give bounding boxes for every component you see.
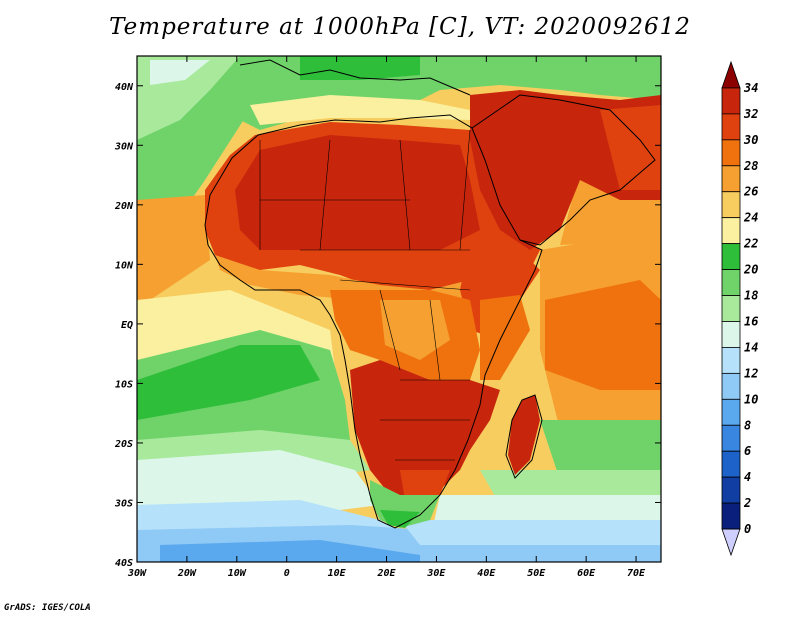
- colorbar-label: 4: [744, 470, 751, 484]
- colorbar-swatch: [721, 424, 741, 452]
- colorbar-swatch: [721, 398, 741, 426]
- grads-credit: GrADS: IGES/COLA: [4, 603, 91, 613]
- colorbar-swatch: [721, 191, 741, 219]
- coastlines: [204, 59, 656, 529]
- colorbar-label: 10: [744, 392, 758, 406]
- colorbar-label: 30: [743, 133, 758, 147]
- colorbar-swatch: [721, 139, 741, 167]
- colorbar-label: 26: [743, 185, 758, 199]
- colorbar-swatch: [721, 60, 741, 89]
- lon-tick-label: 60E: [577, 568, 596, 579]
- lon-tick-label: 20W: [177, 568, 197, 579]
- colorbar-swatch: [721, 217, 741, 245]
- lat-tick-label: 30N: [114, 141, 134, 152]
- colorbar-swatch: [721, 113, 741, 141]
- colorbar-label: 2: [743, 496, 751, 510]
- colorbar-label: 6: [744, 444, 751, 458]
- lon-tick-label: 40E: [477, 568, 496, 579]
- colorbar-swatch: [721, 476, 741, 504]
- colorbar-label: 28: [743, 159, 758, 173]
- lat-tick-label: 40N: [115, 82, 134, 93]
- madagascar-coastline: [505, 394, 543, 479]
- lon-tick-label: 0: [284, 568, 290, 579]
- lon-tick-label: 20E: [376, 568, 396, 579]
- colorbar-swatch: [721, 321, 741, 348]
- colorbar-swatch: [721, 372, 741, 400]
- colorbar-swatch: [721, 165, 741, 193]
- colorbar-label: 16: [744, 314, 758, 328]
- colorbar-label: 14: [744, 340, 758, 354]
- lon-tick-label: 70E: [627, 568, 646, 579]
- colorbar-swatch: [721, 295, 741, 322]
- lon-tick-label: 10E: [328, 568, 347, 579]
- colorbar-label: 32: [743, 107, 758, 121]
- lat-tick-label: 10S: [115, 379, 133, 390]
- lat-tick-label: EQ: [121, 320, 133, 331]
- colorbar-swatch: [721, 502, 741, 530]
- colorbar-label: 8: [744, 418, 751, 432]
- colorbar-swatch: [721, 528, 741, 557]
- colorbar-label: 34: [743, 81, 758, 95]
- lon-tick-label: 10W: [228, 568, 247, 579]
- colorbar-label: 22: [743, 237, 758, 251]
- lat-tick-label: 20S: [114, 439, 133, 450]
- colorbar-label: 12: [744, 366, 758, 380]
- colorbar-swatch: [721, 347, 741, 374]
- colorbar-swatch: [721, 450, 741, 478]
- lat-tick-label: 30S: [114, 498, 133, 509]
- colorbar-label: 18: [744, 289, 758, 303]
- map-title: Temperature at 1000hPa [C], VT: 20200926…: [109, 14, 691, 40]
- colorbar-swatch: [721, 269, 741, 296]
- colorbar-swatch: [721, 87, 741, 115]
- plot-frame: [136, 55, 662, 563]
- colorbar-label: 0: [744, 522, 751, 536]
- africa-coastline: [204, 114, 543, 529]
- longitude-axis: 30W 20W 10W 0 10E 20E 30E 40E 50E 60E 70E: [127, 56, 646, 579]
- madagascar-field: [508, 395, 540, 475]
- lon-tick-label: 30W: [127, 568, 147, 579]
- arabia-coastline: [471, 94, 656, 246]
- latitude-axis: 40N 30N 20N 10N EQ 10S 20S 30S 40S: [114, 82, 661, 569]
- southern-africa-field: [350, 360, 500, 500]
- lat-tick-label: 20N: [114, 201, 134, 212]
- lon-tick-label: 30E: [426, 568, 446, 579]
- lon-tick-label: 50E: [527, 568, 546, 579]
- lat-tick-label: 10N: [115, 260, 134, 271]
- colorbar-label: 24: [743, 211, 758, 225]
- colorbar-label: 20: [743, 263, 758, 277]
- lat-tick-label: 40S: [115, 558, 133, 569]
- colorbar-swatch: [721, 243, 741, 270]
